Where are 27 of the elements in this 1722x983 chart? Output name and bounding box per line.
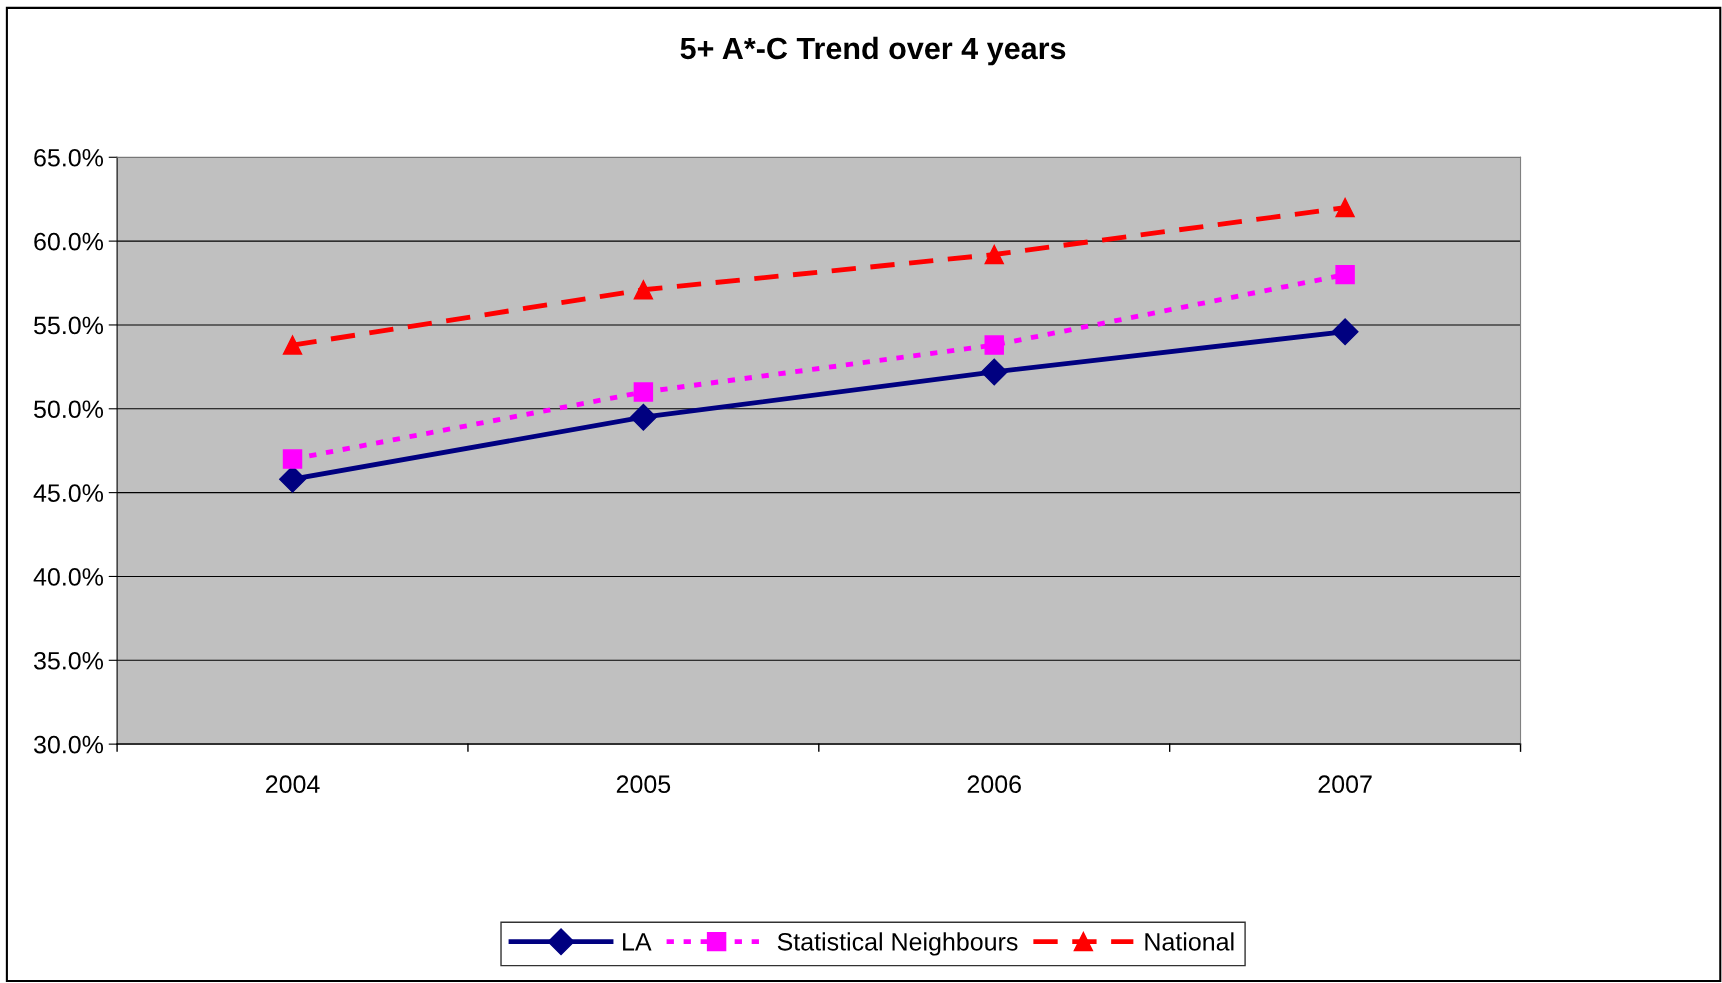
x-tick-label: 2007 [1318,775,1372,794]
point [629,403,657,431]
y-tick-label: 50.0% [34,400,104,419]
y-tick-label: 65.0% [34,148,104,167]
point [1335,264,1355,285]
point [633,382,654,402]
point [984,335,1004,355]
y-tick-label: 55.0% [34,316,104,335]
point [1331,318,1359,346]
y-tick-label: 45.0% [33,484,104,502]
legend-label: LA [623,933,652,951]
point [282,449,303,469]
x-tick-label: 2004 [265,775,320,794]
x-tick-label: 2005 [616,775,671,794]
point [1335,197,1355,218]
legend-label: National [1145,932,1234,951]
point [633,280,654,300]
y-tick-label: 35.0% [33,651,104,670]
y-tick-label: 60.0% [34,232,104,251]
legend-label: Statistical Neighbours [777,932,1018,956]
chart-title: 5+ A*-C Trend over 4 years [680,36,1066,66]
x-tick-label: 2006 [967,775,1021,794]
point [282,335,303,355]
point [980,358,1008,386]
point [984,244,1004,265]
y-tick-label: 30.0% [33,735,104,754]
y-tick-label: 40.0% [33,568,104,586]
